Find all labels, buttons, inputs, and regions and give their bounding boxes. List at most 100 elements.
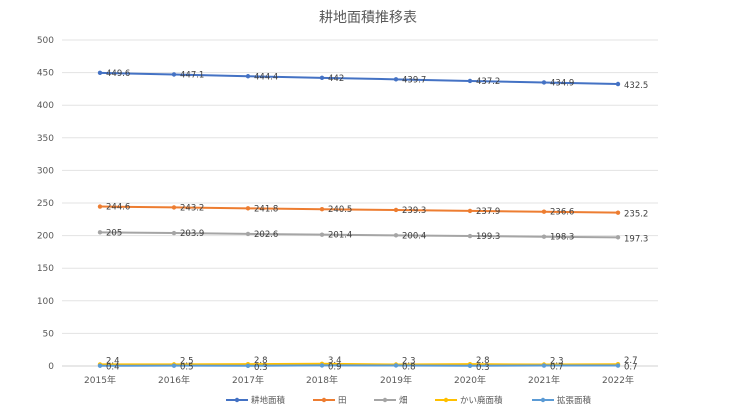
data-point [541, 234, 547, 239]
data-label: 2.3 [550, 357, 564, 367]
legend-marker [382, 397, 388, 403]
data-point [171, 72, 177, 77]
data-point [319, 206, 325, 212]
data-label: 0.4 [106, 363, 120, 373]
data-label: 199.3 [476, 232, 500, 242]
y-tick-label: 400 [37, 101, 54, 111]
data-label: 434.9 [550, 78, 574, 88]
y-tick-label: 350 [37, 134, 54, 144]
data-point [245, 363, 251, 369]
data-point [615, 81, 621, 87]
y-tick-label: 300 [37, 166, 54, 176]
data-label: 237.9 [476, 207, 500, 217]
data-label: 0.8 [402, 362, 416, 372]
data-point [393, 207, 399, 213]
data-label: 0.5 [180, 363, 194, 373]
y-tick-label: 100 [37, 297, 54, 307]
series-line [99, 362, 619, 366]
gridlines [62, 39, 658, 367]
data-label: 2.7 [624, 356, 638, 366]
data-label: 2.4 [106, 356, 120, 366]
data-label: 0.9 [328, 362, 342, 372]
data-label: 202.6 [254, 230, 278, 240]
data-point [97, 230, 103, 235]
data-label: 2.8 [254, 356, 268, 366]
data-point [319, 232, 325, 237]
data-label: 200.4 [402, 231, 426, 241]
data-label: 205 [106, 228, 122, 238]
x-tick-label: 2015年 [84, 374, 116, 386]
data-label: 197.3 [624, 234, 648, 244]
y-tick-label: 250 [37, 199, 54, 209]
data-point [245, 206, 251, 211]
data-point [97, 363, 103, 368]
data-label: 2.3 [402, 357, 416, 367]
data-label: 0.7 [624, 363, 638, 373]
y-axis-ticks: 0 50 100 150 200 250 300 350 400 450 500 [37, 36, 54, 372]
data-point [97, 70, 103, 76]
legend-marker [540, 397, 546, 403]
data-label: 244.6 [106, 203, 130, 213]
data-label: 449.6 [106, 69, 130, 79]
data-point [541, 80, 547, 85]
series-lines [97, 70, 621, 369]
data-label: 444.4 [254, 72, 278, 82]
data-point [541, 209, 547, 214]
x-tick-label: 2019年 [380, 374, 412, 386]
data-label: 0.3 [476, 363, 490, 373]
y-tick-label: 200 [37, 232, 54, 242]
data-point [393, 233, 399, 238]
data-label: 447.1 [180, 70, 204, 80]
data-point [171, 363, 177, 368]
series-line [99, 205, 619, 214]
data-point [319, 363, 325, 368]
data-point [541, 363, 547, 368]
data-point [615, 210, 621, 215]
data-label: 439.7 [402, 75, 426, 85]
data-label: 2.8 [476, 356, 490, 366]
x-tick-label: 2017年 [232, 374, 264, 386]
data-point [615, 363, 621, 368]
y-tick-label: 50 [43, 329, 55, 339]
x-tick-label: 2020年 [454, 374, 486, 386]
data-label: 0.3 [254, 363, 268, 373]
data-point [245, 74, 251, 79]
data-label: 198.3 [550, 233, 574, 243]
legend-marker [234, 397, 240, 403]
data-label: 442 [328, 74, 344, 84]
data-point [467, 363, 473, 369]
x-tick-label: 2018年 [306, 374, 338, 386]
series-line [99, 231, 619, 239]
chart-title: 耕地面積推移表 [319, 9, 417, 26]
data-label: 235.2 [624, 210, 648, 220]
data-label: 437.2 [476, 77, 500, 87]
data-label: 241.8 [254, 204, 278, 214]
data-point [467, 78, 473, 84]
data-label: 239.3 [402, 206, 426, 216]
data-label: 203.9 [180, 229, 204, 239]
legend-marker [443, 397, 449, 403]
data-label: 0.7 [550, 363, 564, 373]
data-label: 3.4 [328, 356, 342, 366]
data-label: 236.6 [550, 208, 574, 218]
data-point [171, 230, 177, 236]
legend: 耕地面積 田 畑 かい廃面積 拡張面積 [226, 395, 592, 406]
data-point [467, 208, 473, 214]
data-point [467, 233, 473, 239]
data-point [97, 204, 103, 209]
y-tick-label: 450 [37, 69, 54, 79]
data-label: 243.2 [180, 203, 204, 213]
data-point [245, 231, 251, 237]
data-point [319, 75, 325, 81]
data-point [171, 205, 177, 210]
x-tick-label: 2016年 [158, 374, 190, 386]
data-point [393, 77, 399, 82]
legend-marker [321, 397, 327, 403]
y-tick-label: 500 [37, 36, 54, 46]
legend-label: 耕地面積 [251, 395, 286, 406]
series-line [99, 71, 619, 86]
data-label: 240.5 [328, 205, 352, 215]
data-labels: 449.6 447.1 444.4 442 439.7 437.2 434.9 432.5 24… [106, 69, 648, 373]
data-label: 2.5 [180, 356, 194, 366]
